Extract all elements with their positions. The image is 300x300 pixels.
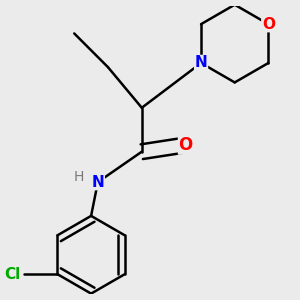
Text: Cl: Cl: [4, 267, 20, 282]
Text: O: O: [178, 136, 193, 154]
Text: N: N: [92, 175, 104, 190]
Text: H: H: [74, 170, 85, 184]
Text: O: O: [262, 16, 275, 32]
Text: N: N: [195, 56, 207, 70]
